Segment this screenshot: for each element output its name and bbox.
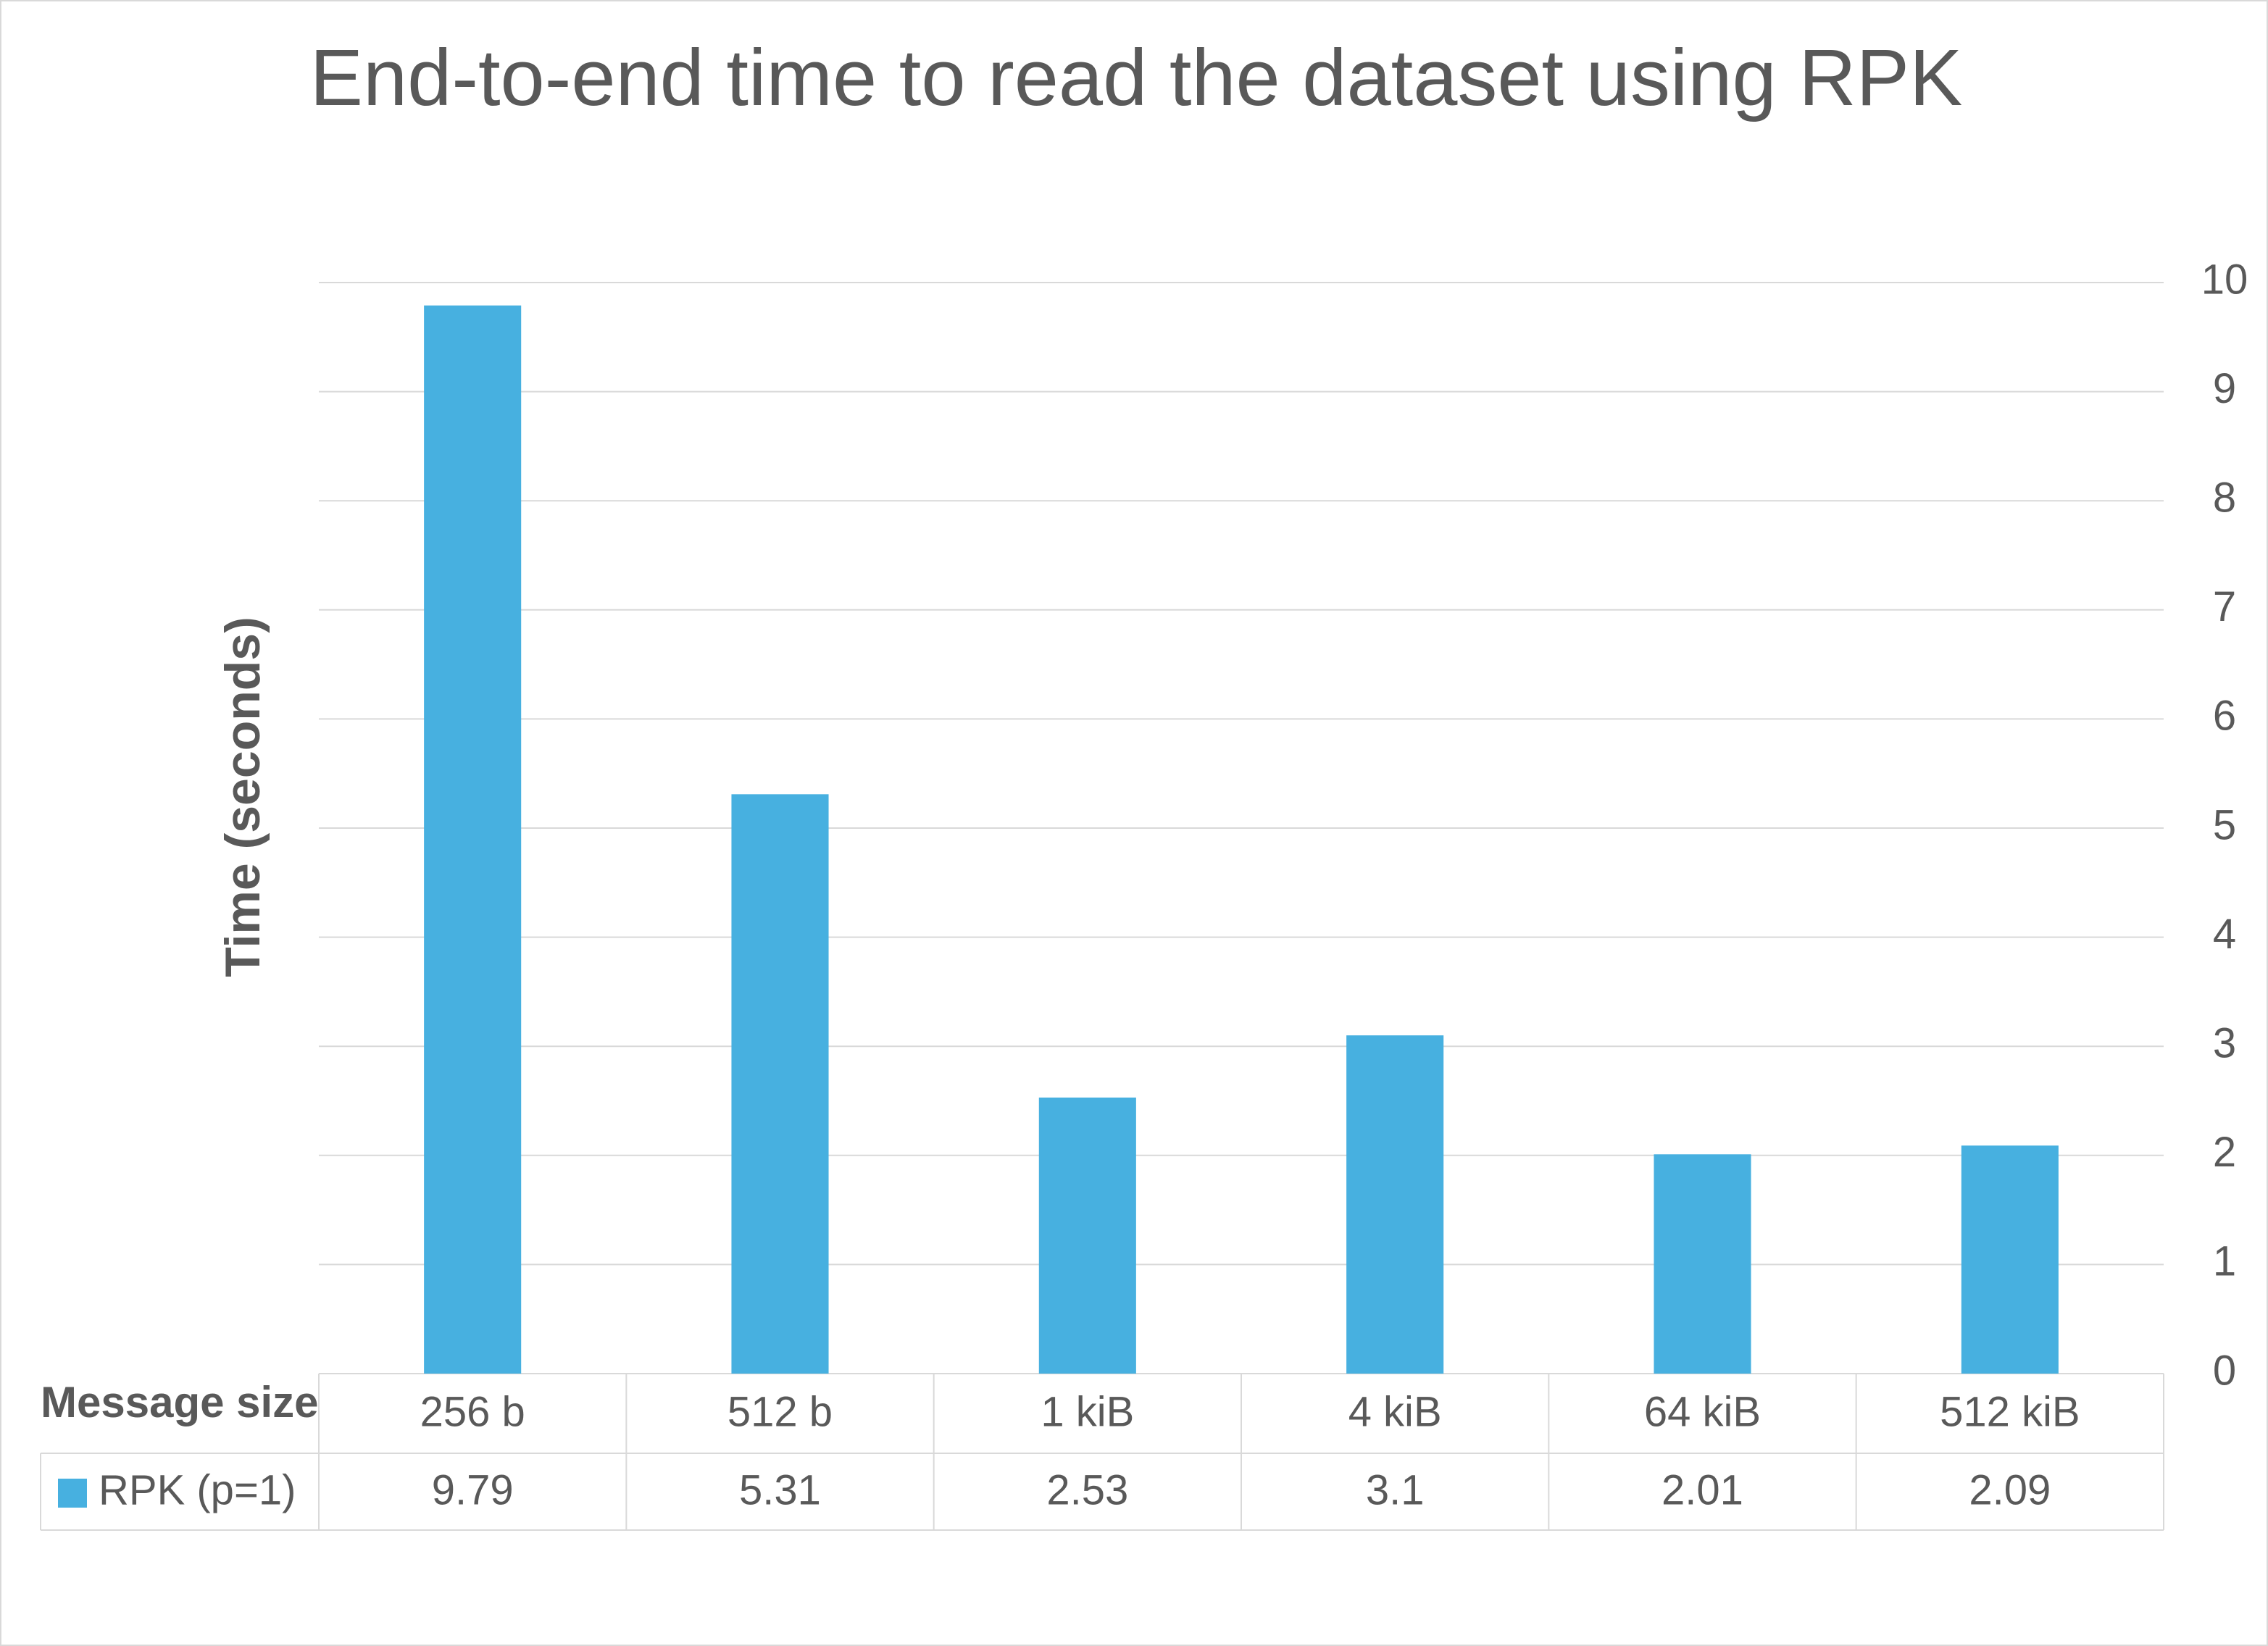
y-tick-label: 8 (2213, 475, 2236, 522)
y-tick-label: 5 (2213, 801, 2236, 848)
y-tick-label: 0 (2213, 1347, 2236, 1394)
y-tick-label: 1 (2213, 1238, 2236, 1285)
x-tick-label: 256 b (420, 1388, 525, 1435)
y-tick-label: 6 (2213, 693, 2236, 740)
y-axis-label: Time (seconds) (215, 617, 270, 977)
x-tick-label: 4 kiB (1348, 1388, 1442, 1435)
chart-title: End-to-end time to read the dataset usin… (310, 33, 1963, 122)
legend-label: RPK (p=1) (99, 1466, 296, 1513)
legend-key (58, 1479, 87, 1508)
table-value: 2.01 (1662, 1466, 1743, 1513)
bar (1961, 1145, 2059, 1374)
bar (1346, 1035, 1444, 1374)
y-tick-label: 9 (2213, 365, 2236, 412)
y-tick-label: 2 (2213, 1129, 2236, 1176)
y-tick-label: 3 (2213, 1020, 2236, 1067)
bar (731, 794, 829, 1374)
x-tick-label: 64 kiB (1644, 1388, 1761, 1435)
y-tick-label: 4 (2213, 911, 2236, 958)
x-tick-label: 512 b (727, 1388, 833, 1435)
bar (424, 305, 522, 1374)
bar (1038, 1097, 1136, 1374)
x-tick-label: 512 kiB (1940, 1388, 2080, 1435)
x-tick-label: 1 kiB (1041, 1388, 1134, 1435)
table-header: Message size (41, 1378, 319, 1426)
y-tick-label: 7 (2213, 583, 2236, 630)
y-tick-label: 10 (2201, 256, 2248, 303)
table-value: 2.09 (1969, 1466, 2051, 1513)
table-value: 3.1 (1366, 1466, 1425, 1513)
table-value: 5.31 (739, 1466, 821, 1513)
table-value: 2.53 (1046, 1466, 1128, 1513)
bar (1654, 1154, 1751, 1374)
table-value: 9.79 (432, 1466, 514, 1513)
